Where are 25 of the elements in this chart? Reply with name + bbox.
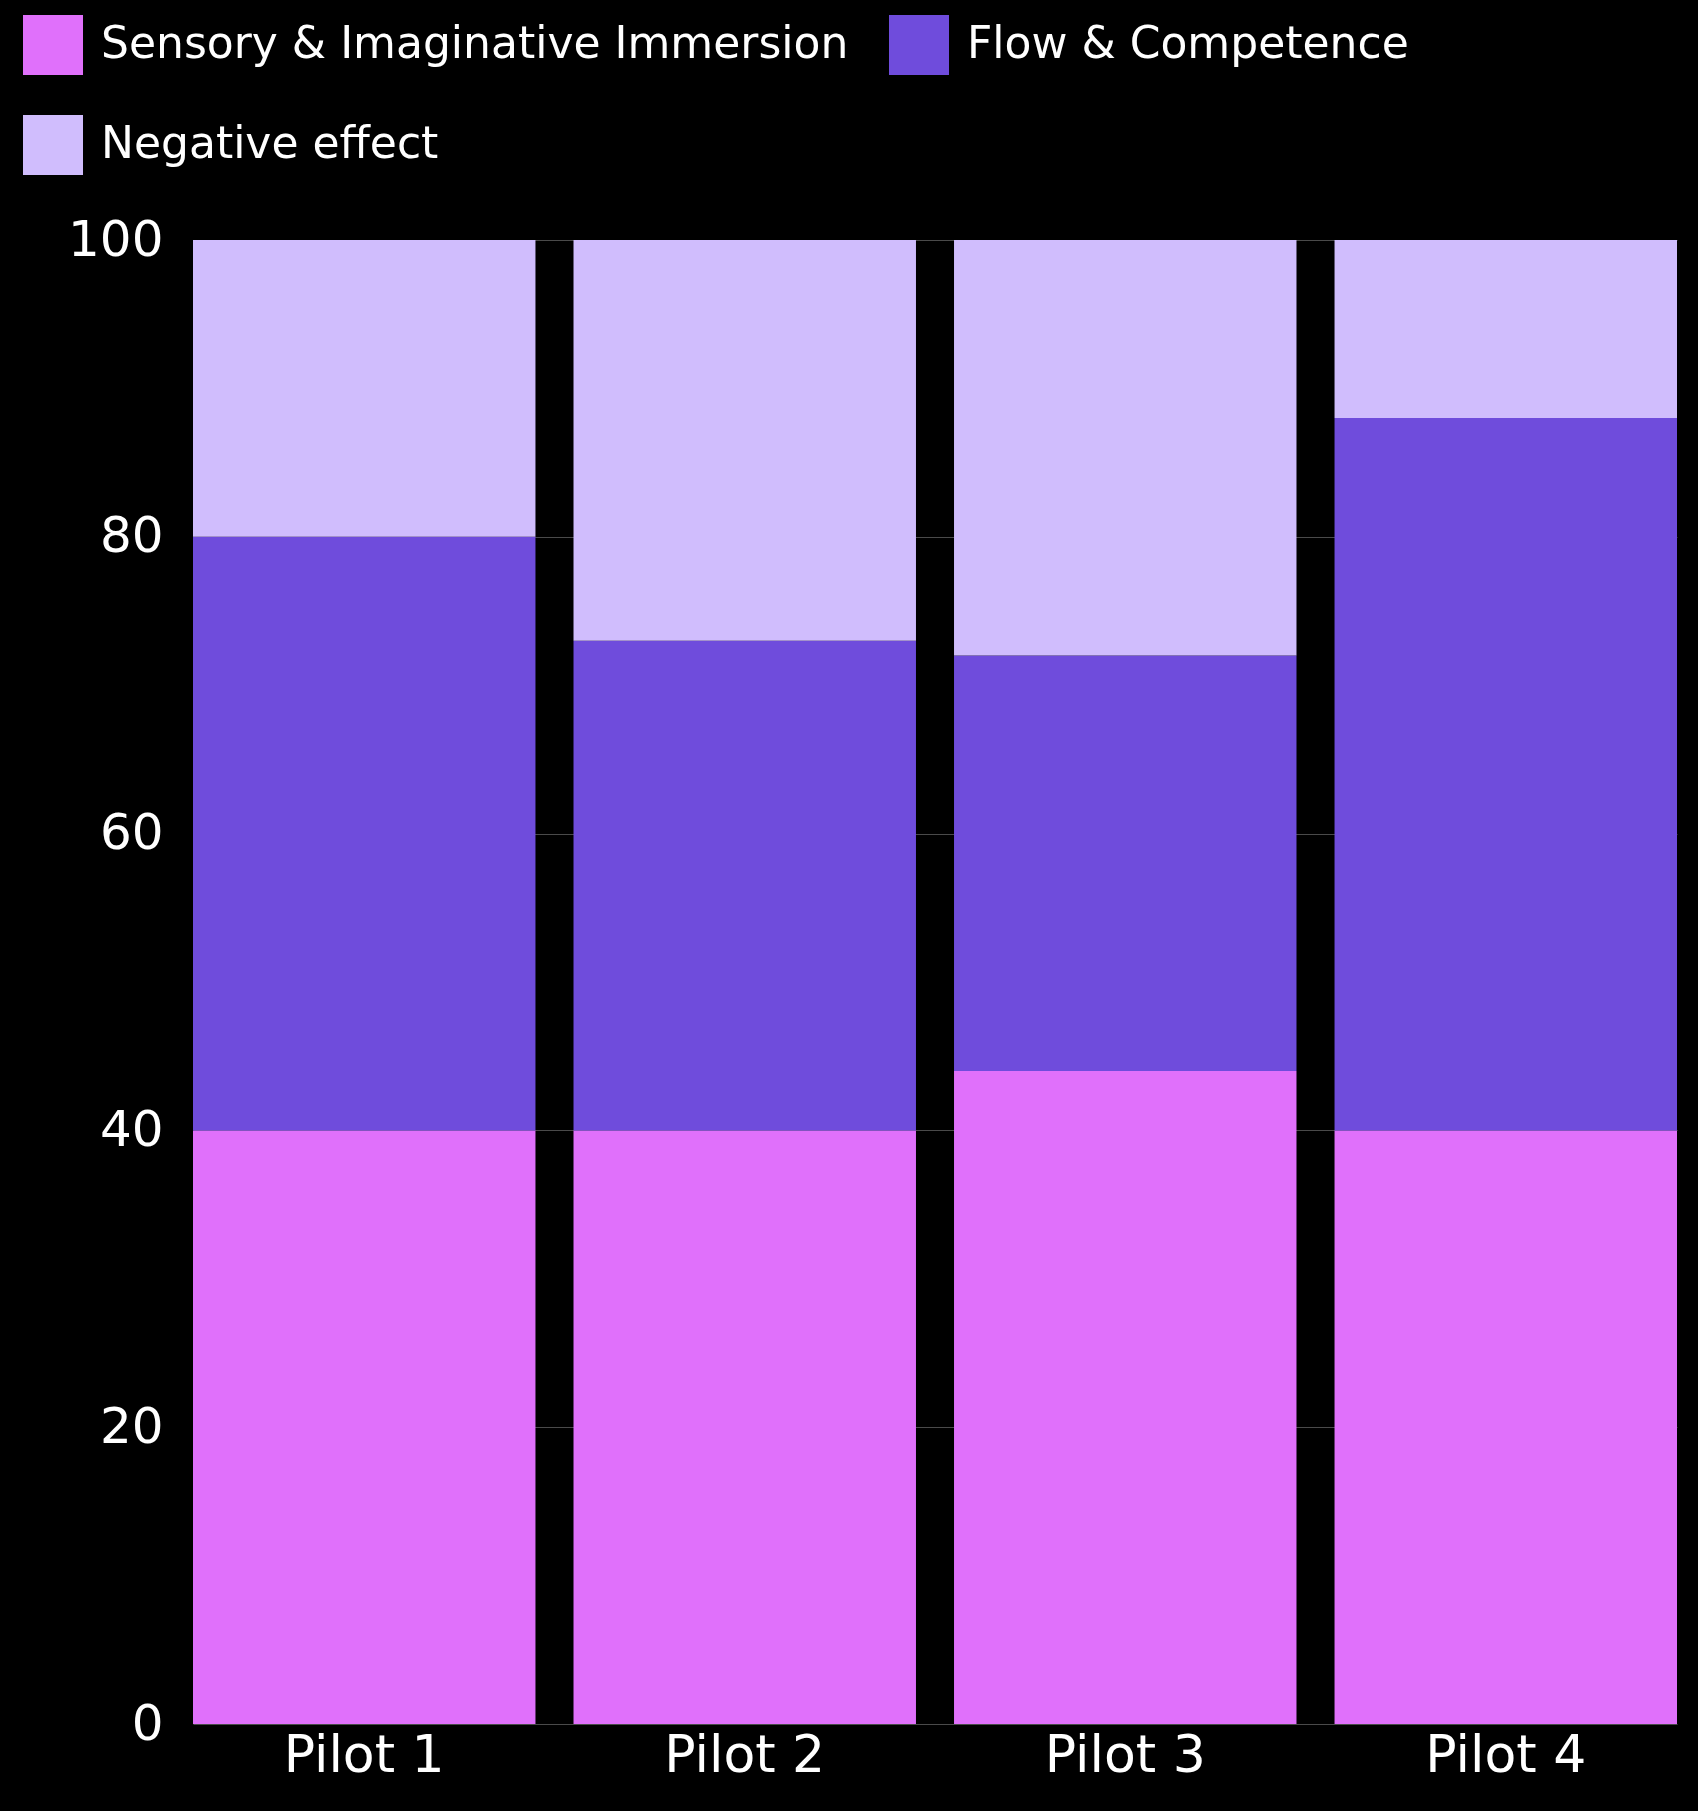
- y-tick-label: 20: [99, 1396, 164, 1455]
- x-tick-label: Pilot 1: [283, 1723, 445, 1784]
- bar: [1334, 240, 1677, 419]
- bar: [573, 240, 916, 641]
- y-tick-label: 40: [99, 1099, 164, 1158]
- x-tick-label: Pilot 2: [664, 1723, 826, 1784]
- bar: [193, 240, 536, 537]
- legend-label: Negative effect: [101, 117, 439, 168]
- bar: [1334, 1130, 1677, 1724]
- bar: [954, 655, 1297, 1072]
- legend-label: Flow & Competence: [967, 17, 1409, 68]
- bar: [193, 536, 536, 1131]
- bar: [954, 1071, 1297, 1724]
- x-tick-label: Pilot 3: [1044, 1723, 1206, 1784]
- bar: [573, 640, 916, 1131]
- y-tick-label: 0: [131, 1693, 164, 1752]
- x-tick-label: Pilot 4: [1425, 1723, 1587, 1784]
- y-tick-label: 100: [68, 209, 164, 268]
- legend-label: Sensory & Imaginative Immersion: [101, 17, 849, 68]
- y-tick-label: 80: [99, 506, 164, 565]
- bar: [193, 1130, 536, 1724]
- bar: [954, 240, 1297, 656]
- y-tick-label: 60: [99, 803, 164, 862]
- bar: [573, 1130, 916, 1724]
- bar: [1334, 418, 1677, 1131]
